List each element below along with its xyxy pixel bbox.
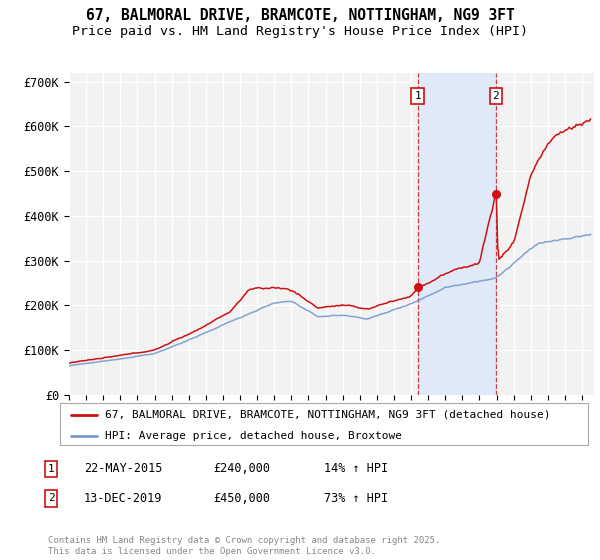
Text: 13-DEC-2019: 13-DEC-2019 [84,492,163,505]
Text: 2: 2 [493,91,499,101]
Text: 1: 1 [47,464,55,474]
Text: £450,000: £450,000 [213,492,270,505]
Text: 73% ↑ HPI: 73% ↑ HPI [324,492,388,505]
Text: Contains HM Land Registry data © Crown copyright and database right 2025.
This d: Contains HM Land Registry data © Crown c… [48,536,440,556]
Text: 22-MAY-2015: 22-MAY-2015 [84,462,163,475]
Text: HPI: Average price, detached house, Broxtowe: HPI: Average price, detached house, Brox… [105,431,402,441]
Text: 2: 2 [47,493,55,503]
Text: £240,000: £240,000 [213,462,270,475]
Text: 14% ↑ HPI: 14% ↑ HPI [324,462,388,475]
Text: 67, BALMORAL DRIVE, BRAMCOTE, NOTTINGHAM, NG9 3FT: 67, BALMORAL DRIVE, BRAMCOTE, NOTTINGHAM… [86,8,514,24]
Bar [418,73,496,395]
Text: 67, BALMORAL DRIVE, BRAMCOTE, NOTTINGHAM, NG9 3FT (detached house): 67, BALMORAL DRIVE, BRAMCOTE, NOTTINGHAM… [105,410,550,420]
Text: Price paid vs. HM Land Registry's House Price Index (HPI): Price paid vs. HM Land Registry's House … [72,25,528,38]
Text: 1: 1 [414,91,421,101]
